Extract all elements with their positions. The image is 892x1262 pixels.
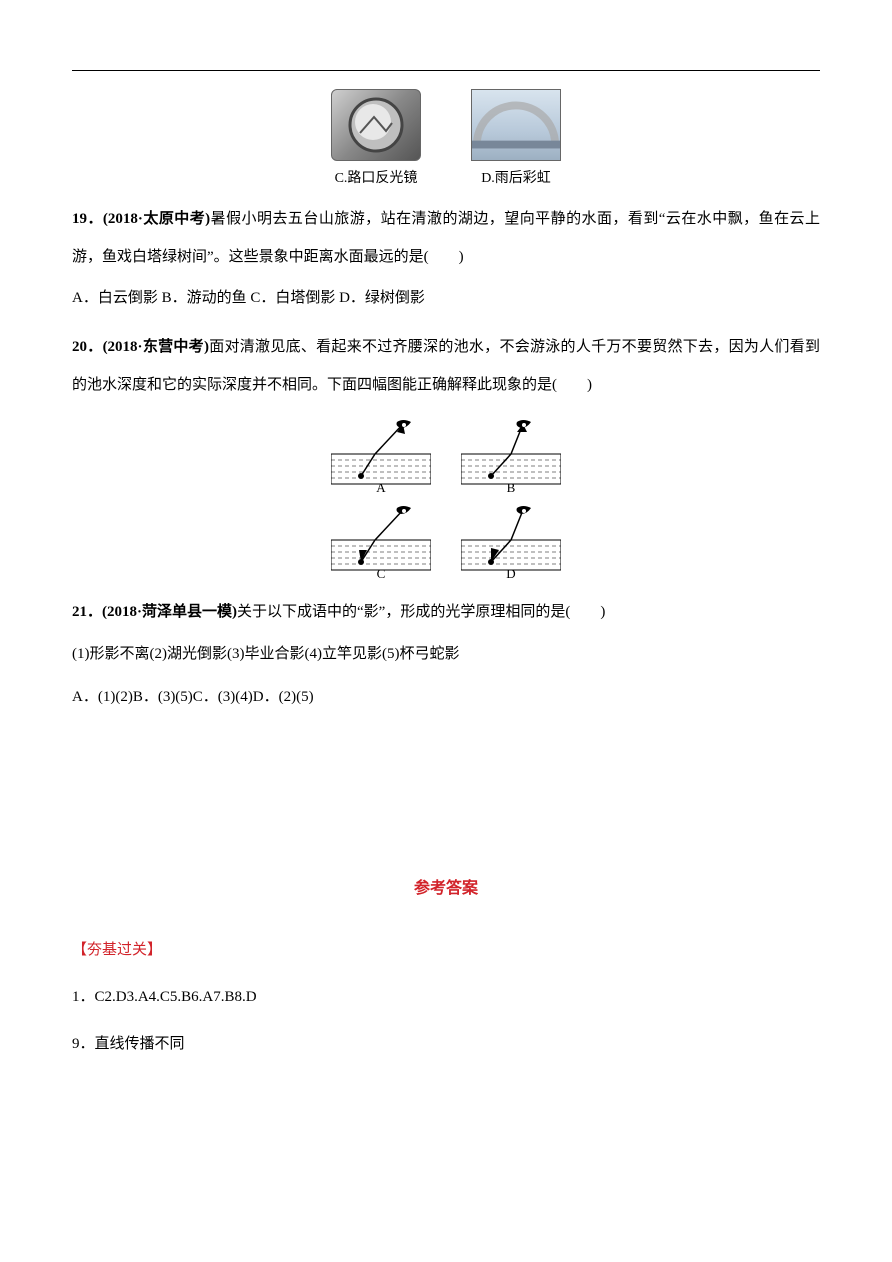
answers-line-1-8: 1．C2.D3.A4.C5.B6.A7.B8.D xyxy=(72,985,820,1006)
caption-d: D.雨后彩虹 xyxy=(471,167,561,187)
mirror-icon xyxy=(346,95,406,155)
q20-number: 20． xyxy=(72,339,103,355)
rainbow-photo xyxy=(471,89,561,161)
answers-title: 参考答案 xyxy=(72,874,820,898)
rainbow-icon xyxy=(472,101,560,149)
q20-diagram-row-1: A B xyxy=(331,414,561,494)
question-21: 21．(2018·菏泽单县一模)关于以下成语中的“影”，形成的光学原理相同的是(… xyxy=(72,594,820,632)
q20-diagram-row-2: C D xyxy=(331,500,561,580)
q21-body: 关于以下成语中的“影”，形成的光学原理相同的是( ) xyxy=(237,604,605,620)
answers-line-9: 9．直线传播不同 xyxy=(72,1032,820,1053)
mirror-photo xyxy=(331,89,421,161)
q20-source: (2018·东营中考) xyxy=(103,339,209,355)
q20-diagram-group: A B C xyxy=(72,414,820,580)
option-d-image-box: D.雨后彩虹 xyxy=(471,89,561,187)
svg-text:A: A xyxy=(376,480,386,494)
q19-source: (2018·太原中考) xyxy=(103,211,210,227)
option-c-image-box: C.路口反光镜 xyxy=(331,89,421,187)
svg-text:B: B xyxy=(507,480,516,494)
svg-text:D: D xyxy=(506,566,515,580)
q21-source: (2018·菏泽单县一模) xyxy=(102,604,237,620)
top-rule xyxy=(72,70,820,71)
q20-diagram-d: D xyxy=(461,500,561,580)
q20-diagram-b: B xyxy=(461,414,561,494)
q20-diagram-c: C xyxy=(331,500,431,580)
question-19: 19．(2018·太原中考)暑假小明去五台山旅游，站在清澈的湖边，望向平静的水面… xyxy=(72,201,820,276)
answers-section-heading: 【夯基过关】 xyxy=(72,938,820,959)
q21-number: 21． xyxy=(72,604,102,620)
q20-diagram-a: A xyxy=(331,414,431,494)
caption-c: C.路口反光镜 xyxy=(331,167,421,187)
svg-text:C: C xyxy=(377,566,386,580)
q19-number: 19． xyxy=(72,211,103,227)
q21-options: A．(1)(2)B．(3)(5)C．(3)(4)D．(2)(5) xyxy=(72,681,820,714)
q19-options: A．白云倒影 B．游动的鱼 C．白塔倒影 D．绿树倒影 xyxy=(72,282,820,315)
image-row-cd: C.路口反光镜 D.雨后彩虹 xyxy=(72,89,820,187)
question-20: 20．(2018·东营中考)面对清澈见底、看起来不过齐腰深的池水，不会游泳的人千… xyxy=(72,329,820,404)
q21-items: (1)形影不离(2)湖光倒影(3)毕业合影(4)立竿见影(5)杯弓蛇影 xyxy=(72,638,820,671)
